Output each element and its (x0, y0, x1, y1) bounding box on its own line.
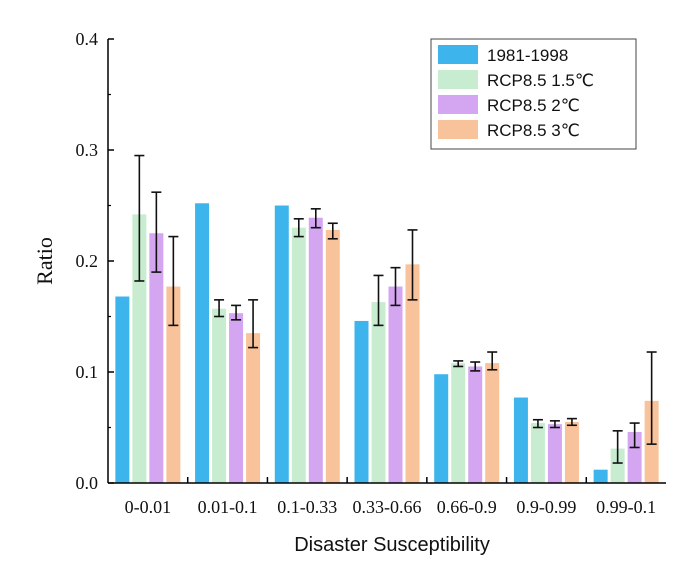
y-tick-label: 0.4 (76, 29, 99, 49)
bar (166, 286, 181, 483)
bar (149, 233, 164, 483)
bar (212, 308, 227, 483)
bar (485, 363, 500, 483)
bar (451, 363, 466, 483)
legend-label: 1981-1998 (487, 46, 568, 65)
bar (610, 448, 625, 483)
bar (530, 423, 545, 483)
error-bars-layer (134, 154, 657, 464)
bar (274, 205, 289, 483)
bar (308, 217, 323, 483)
y-tick-label: 0.1 (76, 362, 99, 382)
bar (291, 227, 306, 483)
x-tick-label: 0.66-0.9 (437, 497, 497, 517)
x-ticks: 0-0.01 0.01-0.1 0.1-0.33 0.33-0.66 0.66-0.9 0… (125, 477, 656, 517)
bar (325, 229, 340, 483)
bar (405, 264, 420, 483)
bar (371, 302, 386, 483)
y-axis-title: Ratio (32, 237, 57, 285)
bar (354, 320, 369, 483)
x-axis-title: Disaster Susceptibility (294, 534, 490, 556)
bars-layer (115, 203, 659, 483)
y-tick-label: 0.3 (76, 140, 99, 160)
x-tick-label: 0-0.01 (125, 497, 172, 517)
legend-swatch (438, 120, 478, 139)
bar (434, 374, 449, 483)
bar (593, 469, 608, 483)
y-tick-label: 0.2 (76, 251, 99, 271)
legend-swatch (438, 95, 478, 114)
bar (468, 366, 483, 483)
x-tick-label: 0.01-0.1 (198, 497, 258, 517)
bar (195, 203, 210, 483)
bar (547, 424, 562, 483)
bar (627, 431, 642, 483)
legend-label: RCP8.5 3℃ (487, 121, 580, 140)
bar (564, 421, 579, 483)
y-ticks: 0.0 0.1 0.2 0.3 0.4 (76, 29, 114, 493)
x-tick-label: 0.1-0.33 (277, 497, 337, 517)
x-tick-label: 0.99-0.1 (596, 497, 656, 517)
y-tick-label: 0.0 (76, 473, 99, 493)
legend-label: RCP8.5 2℃ (487, 96, 580, 115)
legend: 1981-1998 RCP8.5 1.5℃ RCP8.5 2℃ RCP8.5 3℃ (430, 38, 637, 150)
legend-swatch (438, 70, 478, 89)
bar (229, 313, 244, 483)
bar (115, 296, 130, 483)
x-tick-label: 0.33-0.66 (353, 497, 422, 517)
bar (513, 397, 528, 483)
x-tick-label: 0.9-0.99 (516, 497, 576, 517)
legend-label: RCP8.5 1.5℃ (487, 71, 594, 90)
legend-swatch (438, 45, 478, 64)
bar (388, 286, 403, 483)
bar (246, 333, 261, 483)
